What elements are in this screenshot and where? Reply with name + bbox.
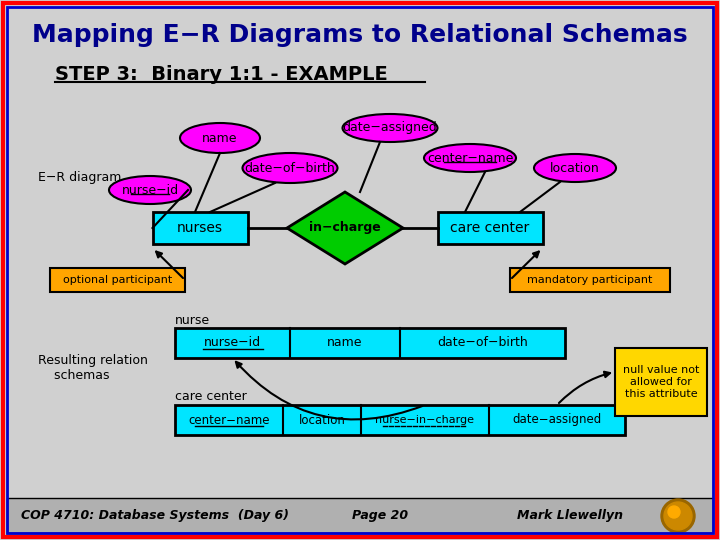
FancyBboxPatch shape (175, 328, 565, 358)
Text: date−assigned: date−assigned (343, 122, 437, 134)
Text: Mark Llewellyn: Mark Llewellyn (517, 509, 623, 522)
Text: COP 4710: Database Systems  (Day 6): COP 4710: Database Systems (Day 6) (21, 509, 289, 522)
Circle shape (668, 506, 680, 518)
Text: nurse: nurse (175, 314, 210, 327)
FancyBboxPatch shape (175, 405, 625, 435)
Text: center−name: center−name (427, 152, 513, 165)
Text: mandatory participant: mandatory participant (527, 275, 653, 285)
Ellipse shape (534, 154, 616, 182)
Text: date−of−birth: date−of−birth (437, 336, 528, 349)
Text: date−assigned: date−assigned (513, 414, 602, 427)
Text: date−of−birth: date−of−birth (245, 161, 336, 174)
Text: name: name (328, 336, 363, 349)
Text: optional participant: optional participant (63, 275, 172, 285)
Polygon shape (287, 192, 403, 264)
Text: null value not
allowed for
this attribute: null value not allowed for this attribut… (623, 366, 699, 399)
Text: center−name: center−name (188, 414, 270, 427)
Text: care center: care center (451, 221, 530, 235)
Text: E−R diagram: E−R diagram (38, 172, 122, 185)
Ellipse shape (343, 114, 438, 142)
Text: Resulting relation
    schemas: Resulting relation schemas (38, 354, 148, 382)
Ellipse shape (243, 153, 338, 183)
FancyBboxPatch shape (7, 498, 713, 533)
FancyBboxPatch shape (438, 212, 542, 244)
Text: nurse−id: nurse−id (122, 184, 179, 197)
FancyBboxPatch shape (50, 268, 185, 292)
Text: in−charge: in−charge (309, 221, 381, 234)
FancyBboxPatch shape (153, 212, 248, 244)
FancyBboxPatch shape (615, 348, 707, 416)
Circle shape (664, 502, 692, 530)
Text: nurses: nurses (177, 221, 223, 235)
Text: location: location (299, 414, 346, 427)
Circle shape (661, 499, 695, 533)
Text: location: location (550, 161, 600, 174)
Ellipse shape (424, 144, 516, 172)
Ellipse shape (180, 123, 260, 153)
Text: care center: care center (175, 390, 247, 403)
Text: Page 20: Page 20 (352, 509, 408, 522)
Ellipse shape (109, 176, 191, 204)
Text: Mapping E−R Diagrams to Relational Schemas: Mapping E−R Diagrams to Relational Schem… (32, 23, 688, 47)
FancyBboxPatch shape (510, 268, 670, 292)
Text: nurse−id: nurse−id (204, 336, 261, 349)
Text: nurse−in−charge: nurse−in−charge (376, 415, 474, 425)
Text: STEP 3:  Binary 1:1 - EXAMPLE: STEP 3: Binary 1:1 - EXAMPLE (55, 65, 388, 84)
Text: name: name (202, 132, 238, 145)
